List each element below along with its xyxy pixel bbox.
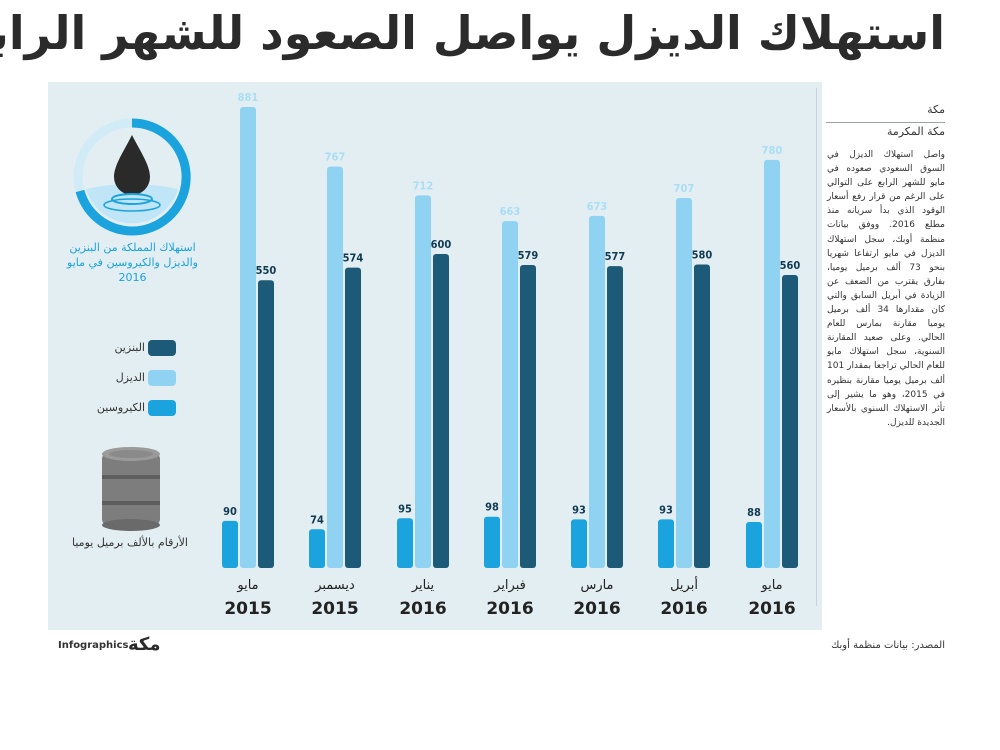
data-label-kerosene-1: 74	[310, 513, 324, 526]
dateline-rule	[826, 122, 945, 123]
barrel-caption: الأرقام بالألف برميل يوميا	[72, 536, 188, 549]
year-label-0: 2015	[224, 599, 271, 619]
data-label-kerosene-6: 88	[747, 506, 761, 519]
legend-swatch-diesel	[148, 370, 176, 386]
oil-barrel-icon	[102, 447, 160, 531]
legend-item-gasoline: البنزين	[60, 338, 185, 358]
legend-swatch-gasoline	[148, 340, 176, 356]
footer-source: المصدر: بيانات منظمة أوبك	[831, 640, 945, 651]
data-label-gasoline-3: 579	[518, 249, 539, 262]
data-label-diesel-6: 780	[762, 144, 783, 157]
legend-item-kerosene: الكيروسين	[60, 398, 185, 418]
data-label-gasoline-5: 580	[692, 249, 713, 262]
article-body: واصل استهلاك الديزل في السوق السعودي صعو…	[827, 150, 946, 428]
data-label-gasoline-2: 600	[431, 238, 452, 251]
footer-brand: Infographics	[58, 640, 129, 651]
legend-label-diesel: الديزل	[115, 371, 145, 384]
year-label-1: 2015	[311, 599, 358, 619]
bar-kerosene-2	[397, 518, 413, 568]
data-label-kerosene-4: 93	[572, 503, 586, 516]
bar-diesel-5	[676, 198, 692, 568]
month-label-0: مايو	[236, 578, 258, 593]
data-label-gasoline-4: 577	[605, 250, 626, 263]
legend-item-diesel: الديزل	[60, 368, 185, 388]
dateline-city: مكة	[927, 103, 945, 116]
oil-drop-gauge-icon	[73, 118, 191, 236]
article-column	[822, 82, 948, 630]
bar-gasoline-3	[520, 265, 536, 568]
year-label-3: 2016	[486, 599, 533, 619]
bar-diesel-2	[415, 195, 431, 568]
bar-diesel-3	[502, 221, 518, 569]
bar-gasoline-4	[607, 266, 623, 568]
bar-diesel-0	[240, 107, 256, 568]
data-label-diesel-4: 673	[587, 200, 608, 213]
data-label-diesel-0: 881	[238, 91, 259, 104]
bar-kerosene-0	[222, 520, 238, 568]
makkah-logo: مكة	[128, 634, 161, 655]
month-label-3: فبراير	[493, 578, 526, 593]
data-label-diesel-2: 712	[413, 179, 434, 192]
year-label-5: 2016	[660, 599, 707, 619]
dateline-source: مكة المكرمة	[886, 125, 945, 138]
bar-gasoline-5	[694, 264, 710, 568]
bar-gasoline-2	[433, 254, 449, 569]
legend-label-kerosene: الكيروسين	[96, 401, 145, 414]
month-label-1: ديسمبر	[314, 578, 355, 593]
data-label-kerosene-2: 95	[398, 502, 412, 515]
data-label-gasoline-0: 550	[256, 264, 277, 277]
year-label-4: 2016	[573, 599, 620, 619]
month-label-5: أبريل	[670, 576, 698, 593]
bar-gasoline-6	[782, 274, 798, 568]
column-divider	[816, 88, 817, 606]
legend-swatch-kerosene	[148, 400, 176, 416]
bar-kerosene-1	[309, 529, 325, 568]
data-label-diesel-5: 707	[674, 182, 695, 195]
data-label-gasoline-1: 574	[343, 252, 364, 265]
data-label-kerosene-5: 93	[659, 503, 673, 516]
headline: استهلاك الديزل يواصل الصعود للشهر الرابع	[0, 6, 946, 60]
bar-diesel-6	[764, 159, 780, 569]
month-label-4: مارس	[580, 578, 613, 593]
data-label-diesel-1: 767	[325, 151, 346, 164]
data-label-kerosene-3: 98	[485, 501, 499, 514]
bar-kerosene-6	[746, 521, 762, 568]
bar-kerosene-4	[571, 519, 587, 568]
bar-kerosene-5	[658, 519, 674, 568]
data-label-gasoline-6: 560	[780, 259, 801, 272]
bar-kerosene-3	[484, 516, 500, 568]
data-label-diesel-3: 663	[500, 205, 521, 218]
legend-label-gasoline: البنزين	[114, 341, 145, 354]
year-label-2: 2016	[399, 599, 446, 619]
bar-diesel-1	[327, 166, 343, 569]
bar-gasoline-1	[345, 267, 361, 568]
year-label-6: 2016	[748, 599, 795, 619]
bar-diesel-4	[589, 215, 605, 568]
drop-caption: استهلاك المملكة من البنزين والديزل والكي…	[67, 241, 198, 284]
month-label-2: يناير	[411, 578, 435, 593]
data-label-kerosene-0: 90	[223, 505, 237, 518]
bar-gasoline-0	[258, 280, 274, 568]
month-label-6: مايو	[760, 578, 782, 593]
